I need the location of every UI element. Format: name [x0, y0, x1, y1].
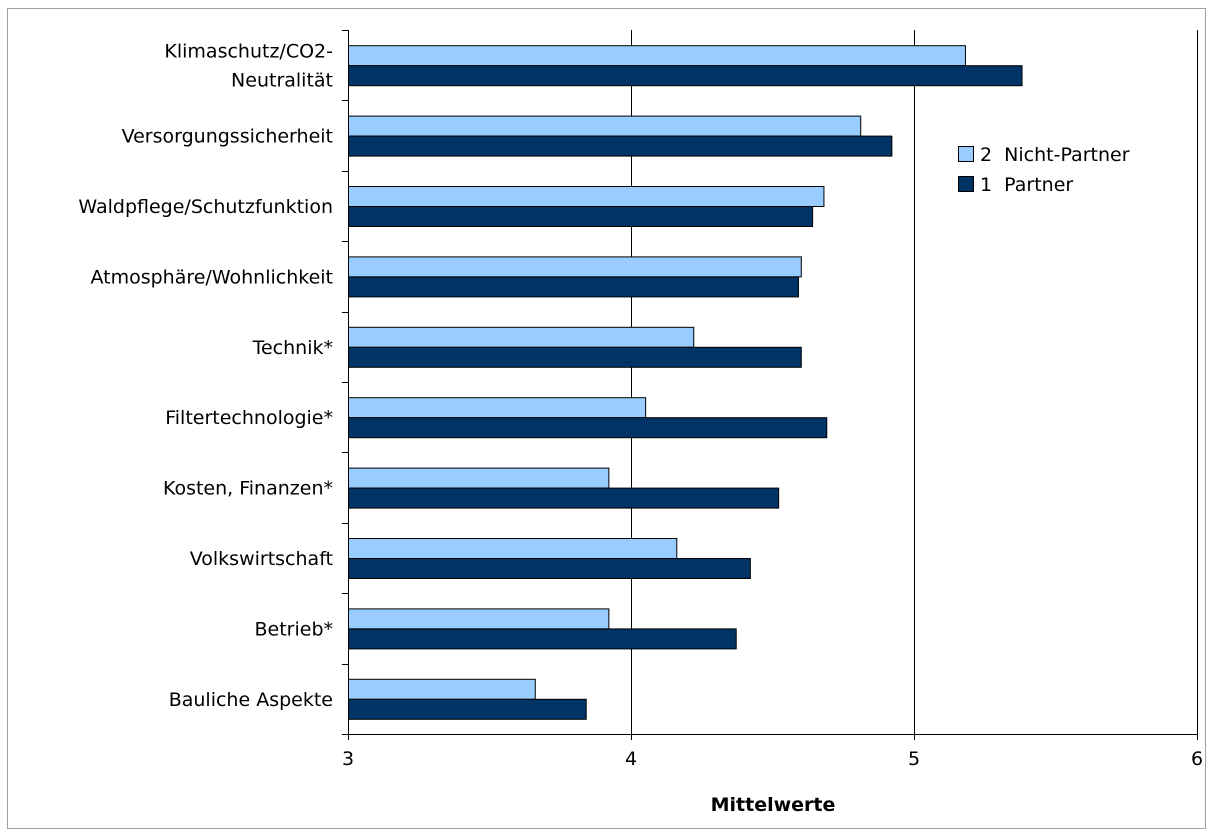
bars: [348, 45, 1023, 720]
category-label: Volkswirtschaft: [190, 548, 333, 570]
bar-nicht-partner-5: [348, 397, 647, 419]
x-tick-label: 4: [625, 748, 637, 770]
category-label: Filtertechnologie*: [165, 407, 333, 429]
legend-swatch: [958, 146, 974, 162]
category-label: Technik*: [252, 337, 333, 359]
bar-partner-5: [348, 417, 828, 439]
bar-nicht-partner-8: [348, 608, 610, 630]
bar-nicht-partner-9: [348, 678, 536, 700]
bar-nicht-partner-3: [348, 256, 802, 278]
x-tick-label: 6: [1191, 748, 1203, 770]
labels: 3 4 5 6 Klimaschutz/CO2- Neutralität Versorgun…: [78, 41, 1203, 770]
category-label: Atmosphäre/Wohnlichkeit: [90, 266, 333, 288]
bar-partner-6: [348, 487, 780, 509]
x-axis-title: Mittelwerte: [711, 794, 836, 816]
legend-label: 2 Nicht-Partner: [980, 144, 1130, 166]
x-tick-label: 3: [342, 748, 354, 770]
category-label: Betrieb*: [254, 618, 333, 640]
axes: [342, 30, 1198, 740]
legend-label: 1 Partner: [980, 174, 1073, 196]
bar-nicht-partner-2: [348, 186, 825, 207]
legend: 2 Nicht-Partner 1 Partner: [958, 144, 1130, 196]
bar-nicht-partner-4: [348, 326, 695, 348]
x-tick-label: 5: [908, 748, 920, 770]
bar-nicht-partner-7: [348, 538, 678, 559]
bar-partner-4: [348, 346, 802, 368]
bar-partner-1: [348, 135, 893, 157]
category-label: Klimaschutz/CO2-: [164, 41, 333, 63]
legend-swatch: [958, 176, 974, 192]
bar-partner-0: [348, 65, 1023, 87]
bar-partner-2: [348, 206, 814, 227]
bar-nicht-partner-6: [348, 467, 610, 489]
category-label: Neutralität: [231, 70, 333, 92]
bar-partner-7: [348, 558, 751, 579]
bar-nicht-partner-0: [348, 45, 966, 67]
bar-partner-3: [348, 276, 799, 298]
bar-nicht-partner-1: [348, 115, 862, 137]
bar-partner-9: [348, 698, 587, 720]
category-label: Bauliche Aspekte: [169, 689, 333, 711]
category-label: Waldpflege/Schutzfunktion: [78, 196, 333, 218]
bar-partner-8: [348, 628, 737, 650]
category-label: Kosten, Finanzen*: [163, 478, 333, 500]
category-label: Versorgungssicherheit: [122, 126, 333, 148]
